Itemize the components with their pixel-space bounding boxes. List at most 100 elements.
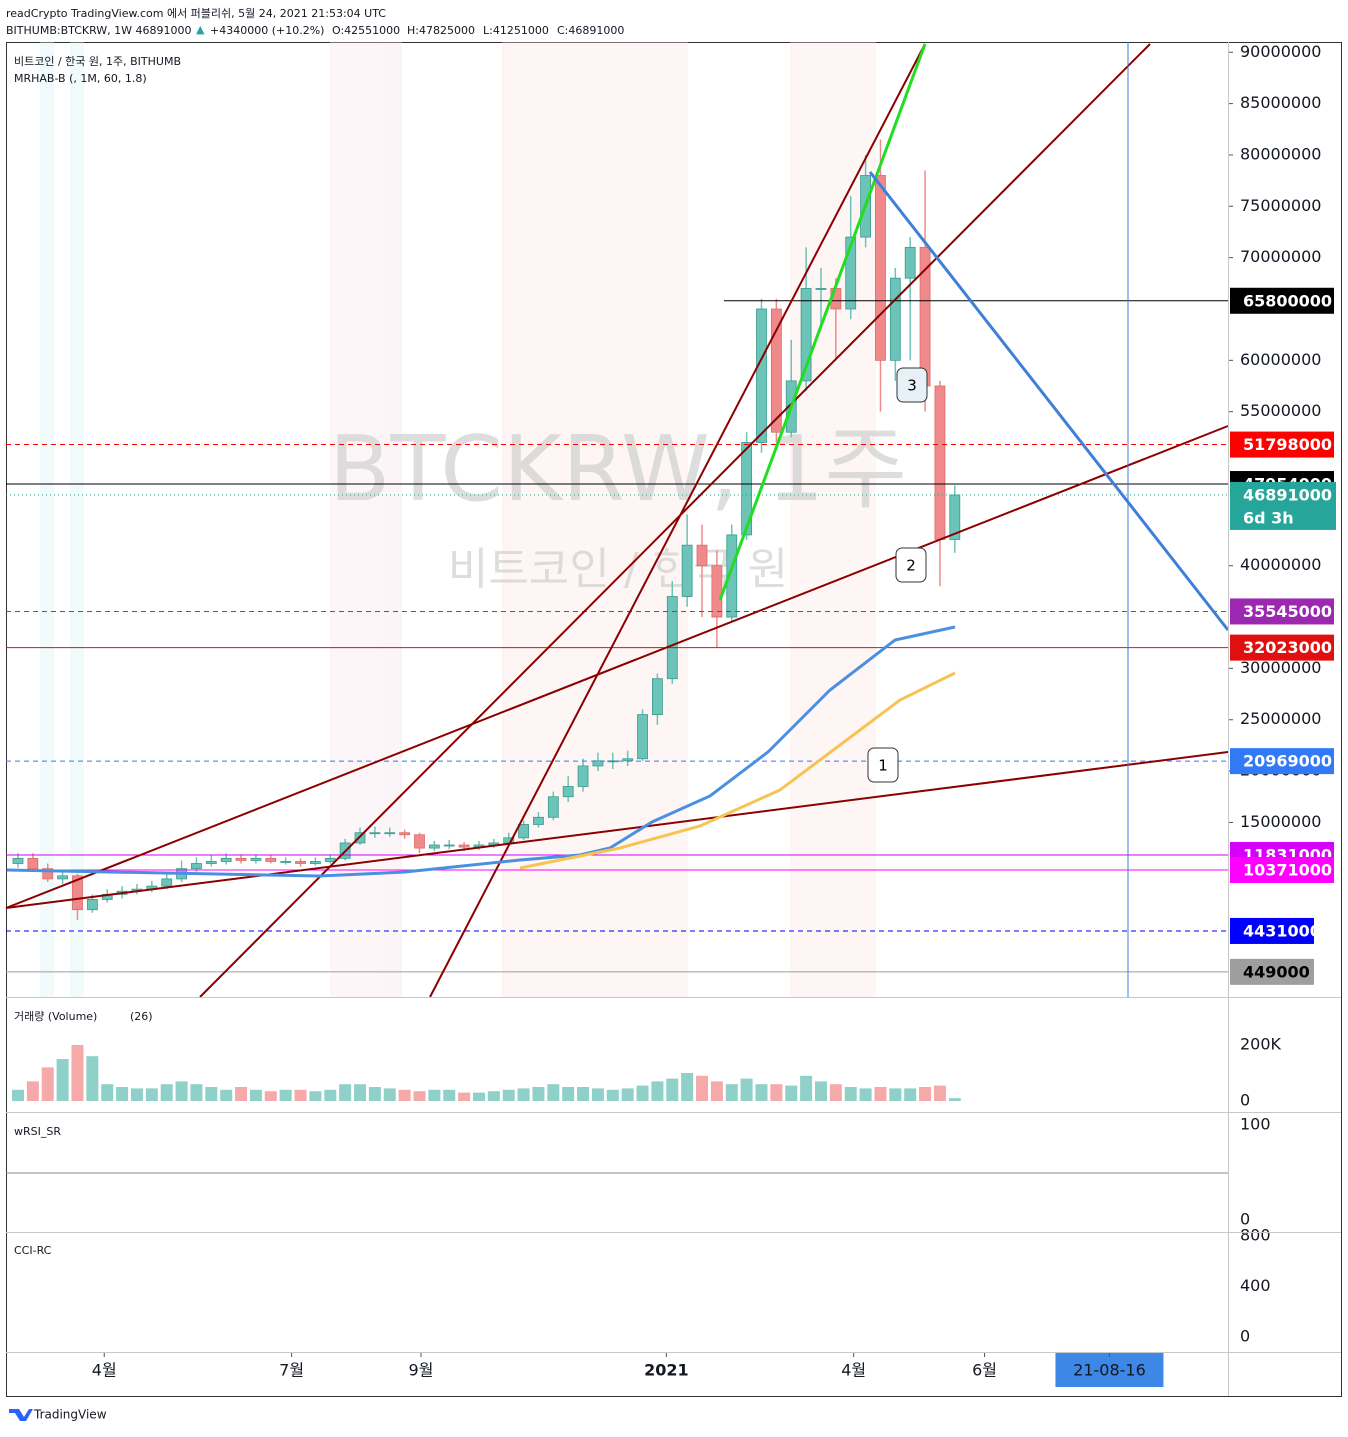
candle-body [250, 857, 262, 861]
candle-body [280, 861, 292, 863]
volume-bar [249, 1089, 262, 1101]
candle-body [443, 844, 455, 847]
volume-bar [324, 1089, 337, 1101]
candle-body [399, 832, 411, 836]
wrsi-tick-label: 100 [1240, 1115, 1271, 1134]
volume-bar [755, 1084, 768, 1101]
volume-bar [874, 1087, 887, 1101]
candle-body [533, 816, 544, 825]
candle-body [934, 385, 946, 540]
volume-bar [220, 1089, 233, 1101]
callouts: 1 2 3 [867, 367, 928, 783]
callout: 1 [878, 757, 888, 775]
y-tick-label: 70000000 [1240, 247, 1321, 266]
volume-bar [859, 1088, 872, 1101]
volume-bar [309, 1091, 322, 1101]
legend-indicator: MRHAB-B (, 1M, 60, 1.8) [14, 72, 147, 85]
open: O:42551000 [332, 24, 400, 37]
volume-bar [145, 1088, 158, 1101]
price-label-box [1230, 598, 1334, 625]
tv-logo [9, 1409, 33, 1421]
price-label-box [1230, 958, 1314, 985]
volume-bar [562, 1087, 575, 1101]
candle-body [919, 246, 931, 387]
candle-body [57, 875, 69, 880]
volume-bar [443, 1089, 456, 1101]
candle-body [652, 678, 663, 716]
candle-body [458, 844, 470, 848]
volume-bar [681, 1073, 694, 1101]
y-tick-label: 75000000 [1240, 196, 1321, 215]
price-label-box [1230, 856, 1334, 883]
candle-body [741, 442, 753, 536]
candle-body [577, 765, 589, 787]
cci-tick-label: 0 [1240, 1327, 1250, 1346]
candle-body [12, 857, 24, 864]
price-label: 46891000 [1243, 485, 1332, 504]
candle-body [756, 308, 767, 443]
candle-body [518, 824, 529, 839]
cci-tick-label: 800 [1240, 1226, 1271, 1245]
candle-body [295, 861, 306, 864]
volume-bar [696, 1075, 709, 1101]
volume-bar [368, 1087, 381, 1101]
volume-bar [919, 1087, 932, 1101]
candle-body [815, 288, 827, 290]
frame [6, 42, 1342, 1397]
volume-bar [889, 1088, 902, 1101]
candle-body [27, 857, 39, 870]
candle-body [191, 863, 202, 870]
volume-bar [160, 1084, 173, 1101]
candle-body [666, 596, 678, 680]
volume-bar [487, 1091, 500, 1101]
price-label: 20969000 [1243, 752, 1332, 771]
price-label-box [1230, 481, 1336, 530]
cci-tick-label: 400 [1240, 1276, 1271, 1295]
volume-bar [547, 1084, 560, 1101]
candle-body [309, 861, 321, 864]
x-tick-label: 2021 [644, 1361, 689, 1380]
candle-body [428, 844, 440, 849]
volume-bar [398, 1089, 411, 1101]
volume-bar [621, 1088, 634, 1101]
price-label: 10371000 [1243, 860, 1332, 879]
volume-bar [130, 1088, 143, 1101]
candle-body [889, 277, 901, 361]
candle-body [592, 760, 604, 767]
candle-body [904, 246, 916, 279]
volume-bar [904, 1088, 917, 1101]
volume-bar [606, 1089, 619, 1101]
high: H:47825000 [407, 24, 475, 37]
candle-body [875, 175, 886, 361]
x-tick-label: 9월 [409, 1361, 434, 1380]
volume-bar [770, 1084, 783, 1101]
cci-title: CCI-RC [14, 1244, 52, 1257]
low: L:41251000 [483, 24, 549, 37]
volume-title: 거래량 (Volume) [14, 1010, 97, 1023]
countdown: 6d 3h [1243, 508, 1294, 527]
candle-body [800, 288, 812, 382]
volume-bar [710, 1081, 723, 1101]
candle-body [86, 899, 98, 911]
wrsi-tick-label: 0 [1240, 1210, 1250, 1229]
volume-bar [636, 1085, 649, 1101]
price-label: 449000 [1243, 962, 1310, 981]
volume-bar [458, 1092, 471, 1101]
y-tick-label: 40000000 [1240, 555, 1321, 574]
candle-body [369, 832, 381, 835]
y-tick-label: 80000000 [1240, 144, 1321, 163]
published: readCrypto TradingView.com 에서 퍼블리쉬, 5월 2… [6, 7, 386, 20]
price-label: 32023000 [1243, 638, 1332, 657]
volume-bar [56, 1059, 69, 1101]
volume-bar [26, 1081, 39, 1101]
volume-bar [279, 1089, 292, 1101]
price-label: 51798000 [1243, 435, 1332, 454]
candle-body [845, 236, 857, 310]
change: +4340000 (+10.2%) [210, 24, 324, 37]
volume-bar [205, 1087, 218, 1101]
price-label-box [1230, 431, 1334, 458]
volume-bar [235, 1087, 248, 1101]
volume-bar [339, 1084, 352, 1101]
volume-bar [532, 1087, 545, 1101]
